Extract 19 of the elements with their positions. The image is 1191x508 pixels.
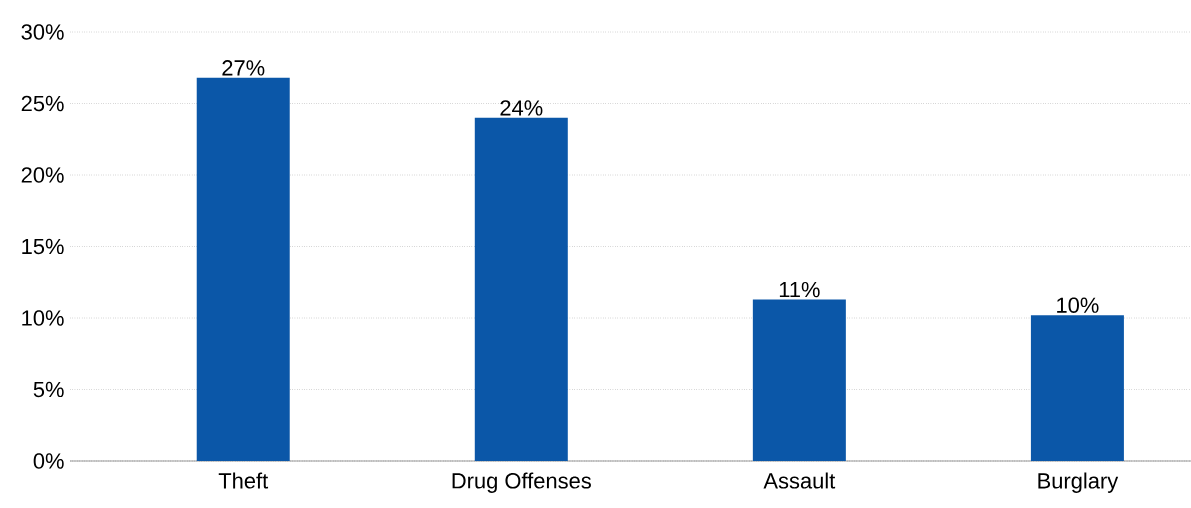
data-label: 24%: [500, 100, 543, 116]
y-tick-label: 15%: [22, 238, 64, 255]
bar: [752, 299, 846, 461]
bar: [1030, 315, 1124, 461]
bar: [196, 77, 290, 461]
x-tick-label: Burglary: [1038, 472, 1119, 493]
y-tick-label: 10%: [22, 310, 64, 326]
data-label: 10%: [1057, 297, 1099, 313]
data-label: 27%: [222, 60, 265, 76]
y-tick-label: 5%: [33, 381, 64, 398]
y-tick-label: 25%: [21, 95, 64, 112]
data-label: 11%: [779, 281, 820, 298]
y-tick-label: 0%: [33, 453, 64, 469]
y-tick-label: 20%: [21, 167, 64, 183]
x-tick-label: Theft: [218, 472, 269, 489]
x-tick-label: Drug Offenses: [452, 472, 591, 493]
y-tick-label: 30%: [21, 24, 64, 40]
x-tick-label: Assault: [763, 472, 836, 489]
bar: [474, 117, 568, 461]
